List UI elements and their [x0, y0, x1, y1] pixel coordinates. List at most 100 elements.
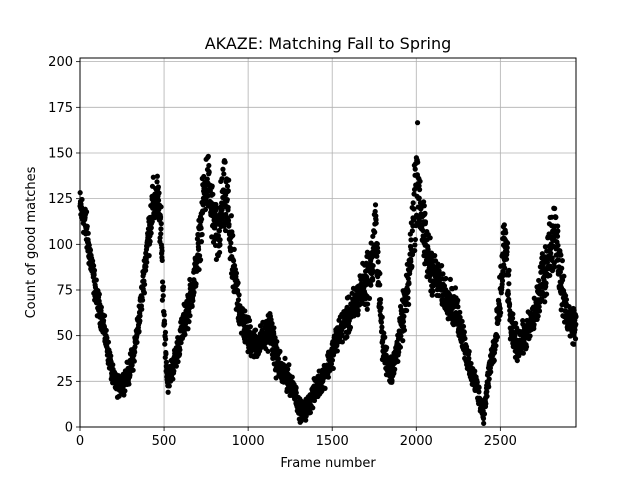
data-point — [191, 289, 197, 295]
data-point — [555, 242, 561, 249]
data-point — [156, 190, 162, 196]
data-point — [148, 230, 154, 236]
y-tick-label: 150 — [48, 146, 73, 161]
data-point — [110, 362, 116, 368]
data-point — [504, 245, 510, 251]
data-point — [466, 348, 472, 355]
x-tick-label: 1000 — [232, 434, 265, 449]
data-point — [502, 265, 508, 271]
data-point — [136, 328, 142, 334]
data-point — [193, 281, 199, 287]
data-point — [481, 411, 488, 417]
x-tick-label: 2500 — [484, 434, 517, 449]
data-point — [531, 325, 537, 332]
data-point — [220, 166, 226, 172]
data-point — [506, 267, 512, 273]
data-point — [391, 370, 397, 376]
data-point — [483, 401, 489, 407]
data-point — [86, 242, 92, 248]
data-point — [536, 308, 543, 314]
data-point — [412, 242, 418, 248]
data-point — [334, 348, 340, 354]
data-point — [372, 208, 378, 215]
data-point — [498, 310, 504, 316]
data-point — [439, 263, 445, 269]
data-point — [285, 366, 291, 372]
data-point — [122, 388, 128, 394]
data-point — [484, 393, 490, 399]
data-point — [93, 277, 99, 283]
data-point — [472, 368, 478, 374]
data-point — [190, 298, 196, 304]
x-tick-label: 500 — [152, 434, 177, 449]
data-point — [432, 253, 438, 259]
data-point — [503, 256, 510, 262]
data-point — [228, 213, 234, 219]
data-point — [484, 389, 490, 395]
data-point — [141, 281, 148, 288]
data-point — [84, 223, 90, 229]
data-point — [406, 281, 412, 287]
data-point — [217, 237, 223, 243]
data-point — [375, 249, 381, 255]
data-point — [293, 385, 299, 391]
data-point — [370, 233, 376, 239]
data-point — [552, 205, 558, 212]
data-point — [228, 240, 234, 246]
data-point — [476, 389, 482, 395]
data-point — [542, 244, 548, 250]
data-points — [77, 120, 579, 426]
data-point — [409, 263, 415, 269]
x-tick-label: 0 — [76, 434, 84, 449]
data-point — [374, 253, 380, 259]
data-point — [187, 276, 193, 283]
data-point — [558, 252, 564, 258]
data-point — [224, 196, 230, 203]
data-point — [246, 317, 253, 324]
data-point — [504, 249, 510, 255]
data-point — [85, 230, 91, 236]
data-point — [83, 209, 90, 215]
data-point — [379, 314, 385, 320]
data-point — [79, 196, 85, 203]
data-point — [571, 341, 577, 347]
x-axis-title: Frame number — [280, 456, 376, 471]
data-point — [91, 267, 98, 273]
data-point — [159, 279, 166, 285]
data-point — [505, 291, 511, 297]
data-point — [233, 270, 240, 276]
plot-frame — [79, 57, 577, 428]
data-point — [121, 392, 127, 398]
data-point — [365, 301, 371, 307]
y-tick-label: 75 — [56, 283, 73, 298]
data-point — [375, 259, 381, 265]
data-point — [199, 231, 205, 238]
data-point — [397, 344, 404, 350]
data-point — [552, 264, 558, 270]
data-point — [90, 258, 96, 264]
data-point — [355, 312, 361, 318]
data-point — [161, 312, 167, 318]
data-point — [322, 385, 328, 391]
data-point — [563, 296, 570, 303]
data-point — [226, 177, 232, 183]
y-tick-label: 25 — [56, 375, 73, 390]
data-point — [429, 292, 435, 298]
data-point — [494, 334, 501, 340]
data-point — [373, 213, 379, 219]
data-point — [247, 324, 253, 330]
data-point — [396, 349, 402, 355]
data-point — [459, 318, 465, 324]
data-point — [144, 259, 150, 265]
data-point — [150, 174, 156, 180]
data-point — [103, 327, 109, 333]
data-point — [447, 276, 453, 282]
data-point — [408, 237, 414, 243]
data-point — [422, 219, 429, 225]
data-point — [163, 336, 169, 342]
data-point — [139, 306, 145, 312]
data-point — [501, 222, 507, 228]
data-point — [307, 409, 314, 416]
